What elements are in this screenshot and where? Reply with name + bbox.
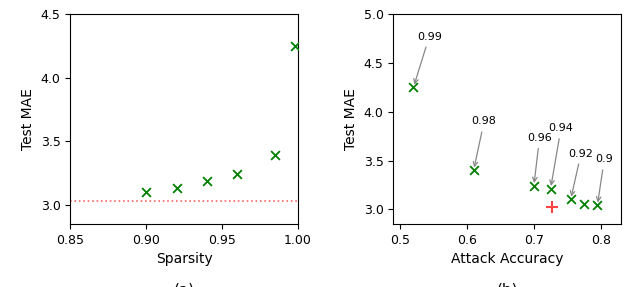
Point xyxy=(232,172,243,177)
Point xyxy=(566,197,576,202)
Point xyxy=(172,186,182,191)
Point xyxy=(579,202,589,207)
Text: 0.99: 0.99 xyxy=(414,32,442,84)
Text: (b): (b) xyxy=(497,282,518,287)
Point xyxy=(529,184,539,188)
Point xyxy=(592,203,602,208)
Point xyxy=(270,153,280,158)
Point xyxy=(290,44,300,49)
Point xyxy=(468,168,479,172)
Y-axis label: Test MAE: Test MAE xyxy=(344,88,358,150)
Text: 0.9: 0.9 xyxy=(595,154,613,201)
Point xyxy=(408,85,419,90)
Point xyxy=(141,190,151,194)
Text: 0.98: 0.98 xyxy=(472,117,497,166)
Point xyxy=(545,187,556,191)
Text: 0.92: 0.92 xyxy=(568,149,593,195)
X-axis label: Sparsity: Sparsity xyxy=(156,252,212,266)
X-axis label: Attack Accuracy: Attack Accuracy xyxy=(451,252,563,266)
Y-axis label: Test MAE: Test MAE xyxy=(21,88,35,150)
Text: 0.96: 0.96 xyxy=(527,133,552,182)
Text: (a): (a) xyxy=(173,282,195,287)
Point xyxy=(202,179,212,183)
Text: 0.94: 0.94 xyxy=(548,123,573,185)
